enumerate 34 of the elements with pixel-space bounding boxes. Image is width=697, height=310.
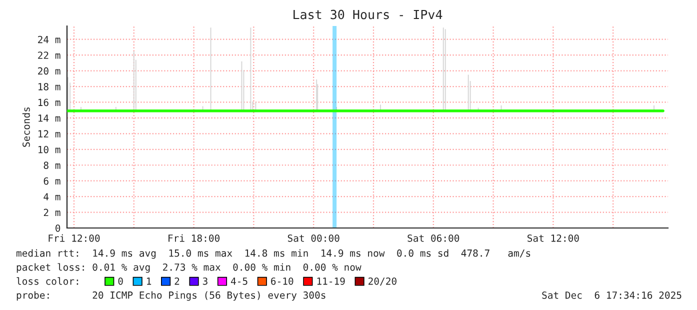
y-axis-title: Seconds: [22, 107, 30, 147]
y-tick-label: 0: [56, 224, 60, 232]
y-tick-label: 18 m: [38, 83, 60, 90]
y-tick-label: 14 m: [38, 114, 60, 122]
text: median rtt: 14.9 ms avg 15.0 ms max 14.8 ms min 14.9 ms now 0.0 ms sd 478.7 am/s: [16, 249, 530, 259]
chart-title: Last 30 Hours - IPv4: [294, 10, 442, 20]
text: Sat Dec 6 17:34:16 2025: [542, 291, 682, 299]
y-tick-label: 10 m: [38, 146, 60, 154]
y-tick-label: 6 m: [44, 177, 60, 185]
x-tick-label: Fri 18:00: [168, 234, 220, 242]
y-tick-label: 20 m: [38, 67, 60, 75]
legend-label: 4-5: [230, 278, 248, 285]
x-tick-label: Sat 06:00: [408, 234, 460, 242]
y-tick-label: 12 m: [38, 130, 60, 138]
text: probe: 20 ICMP Echo Pings (56 Bytes) every 300s: [16, 291, 326, 301]
legend-label: 3: [202, 277, 208, 285]
y-tick-label: 16 m: [38, 98, 60, 106]
text: packet loss: 0.01 % avg 2.73 % max 0.00 % min 0.00 % now: [16, 263, 362, 273]
x-tick-label: Fri 12:00: [48, 234, 100, 242]
legend-label: 11-19: [317, 277, 345, 285]
y-tick-label: 4 m: [44, 193, 60, 200]
legend-label: 1: [147, 278, 152, 285]
y-tick-label: 22 m: [38, 52, 60, 59]
bar: [332, 26, 337, 228]
legend-label: 2: [174, 277, 180, 285]
legend-label: 20/20: [368, 277, 396, 286]
y-tick-label: 8 m: [44, 162, 60, 169]
legend-title: loss color:: [16, 277, 78, 285]
y-tick-label: 2 m: [44, 208, 60, 216]
x-tick-label: Sat 00:00: [288, 234, 340, 242]
y-tick-label: 24 m: [38, 36, 60, 44]
x-tick-label: Sat 12:00: [528, 234, 579, 242]
legend-label: 0: [118, 277, 123, 285]
legend-label: 6-10: [271, 277, 294, 285]
